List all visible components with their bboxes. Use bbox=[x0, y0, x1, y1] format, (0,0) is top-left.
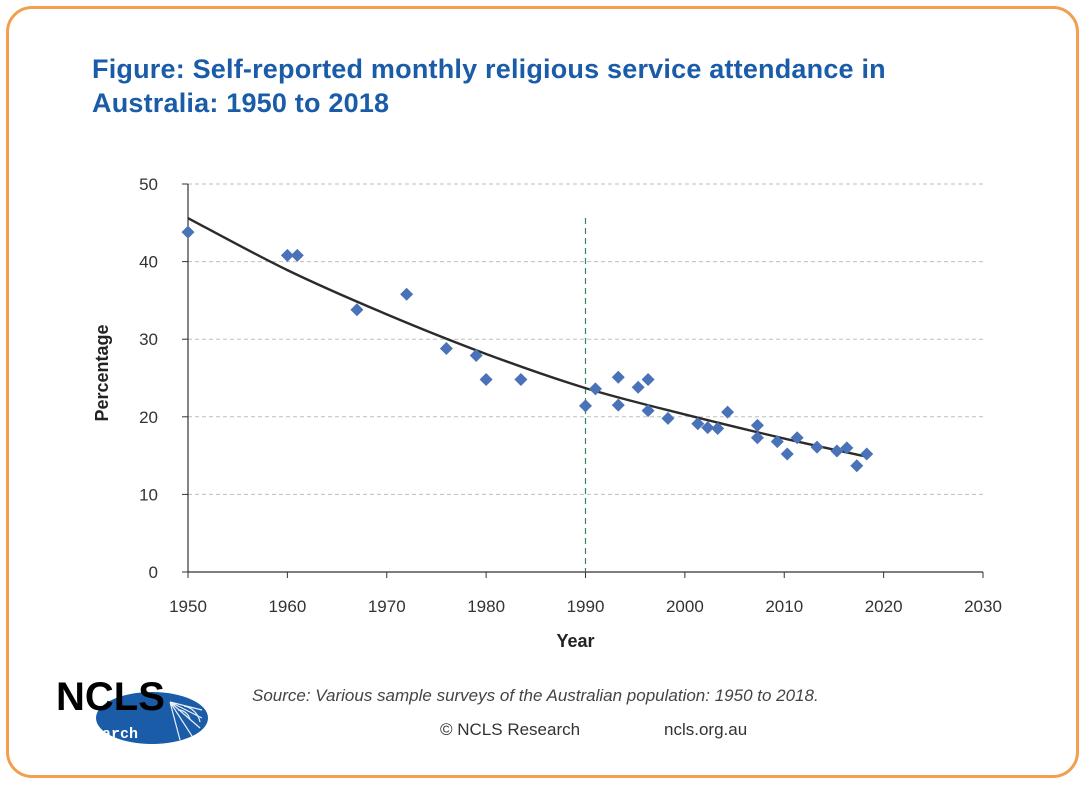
trendline bbox=[187, 217, 869, 459]
data-point bbox=[588, 382, 602, 396]
data-point bbox=[750, 431, 764, 445]
data-point bbox=[770, 435, 784, 449]
data-point bbox=[790, 431, 804, 445]
data-point bbox=[661, 411, 675, 425]
x-tick-label: 1990 bbox=[567, 597, 605, 616]
data-point bbox=[721, 405, 735, 419]
data-point bbox=[579, 399, 592, 413]
website-link[interactable]: ncls.org.au bbox=[664, 720, 748, 739]
y-tick-label: 20 bbox=[139, 408, 158, 427]
data-point bbox=[479, 373, 493, 387]
x-tick-label: 2030 bbox=[964, 597, 1002, 616]
data-point bbox=[701, 421, 715, 435]
x-tick-label: 2020 bbox=[865, 597, 903, 616]
logo-text: NCLS bbox=[56, 675, 165, 719]
data-point bbox=[181, 225, 195, 239]
data-point bbox=[641, 373, 655, 387]
x-axis-label: Year bbox=[556, 631, 594, 651]
ncls-logo-mark: NCLS research bbox=[56, 675, 208, 744]
data-point bbox=[400, 287, 414, 301]
data-point bbox=[641, 404, 655, 418]
data-point bbox=[780, 447, 794, 461]
x-tick-label: 1960 bbox=[268, 597, 306, 616]
data-point bbox=[611, 370, 625, 384]
data-point bbox=[850, 459, 864, 473]
x-tick-label: 1980 bbox=[467, 597, 505, 616]
y-tick-label: 0 bbox=[149, 563, 158, 582]
x-tick-label: 1950 bbox=[169, 597, 207, 616]
data-point bbox=[469, 348, 483, 362]
data-point bbox=[290, 248, 304, 262]
x-tick-label: 2010 bbox=[765, 597, 803, 616]
data-point bbox=[840, 441, 854, 455]
data-point bbox=[691, 417, 705, 431]
data-point bbox=[860, 447, 874, 461]
logo-subtext: research bbox=[66, 726, 138, 743]
data-point bbox=[439, 342, 453, 356]
data-point bbox=[830, 444, 844, 458]
data-point bbox=[711, 421, 725, 435]
y-tick-label: 30 bbox=[139, 330, 158, 349]
y-axis-label: Percentage bbox=[92, 324, 112, 421]
x-tick-label: 1970 bbox=[368, 597, 406, 616]
y-tick-label: 40 bbox=[139, 253, 158, 272]
copyright-credit: © NCLS Research bbox=[440, 720, 581, 739]
y-tick-label: 10 bbox=[139, 485, 158, 504]
data-point bbox=[611, 398, 625, 412]
data-point bbox=[514, 373, 528, 387]
data-point bbox=[810, 440, 824, 454]
ncls-logo: NCLS research bbox=[52, 672, 212, 748]
source-note: Source: Various sample surveys of the Au… bbox=[252, 686, 819, 705]
data-point bbox=[750, 418, 764, 432]
x-tick-label: 2000 bbox=[666, 597, 704, 616]
figure-title: Figure: Self-reported monthly religious … bbox=[92, 54, 886, 118]
figure-frame bbox=[6, 6, 1079, 778]
y-tick-label: 50 bbox=[139, 175, 158, 194]
data-point bbox=[280, 248, 294, 262]
data-point bbox=[631, 380, 645, 394]
data-point bbox=[350, 303, 364, 317]
